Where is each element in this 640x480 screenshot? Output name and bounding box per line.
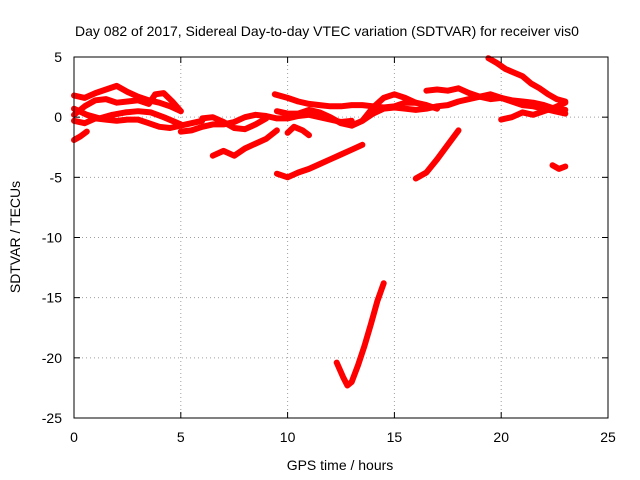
series-line-s2 bbox=[71, 90, 184, 118]
y-tick-label: -15 bbox=[42, 290, 62, 306]
x-tick-label: 10 bbox=[280, 429, 296, 445]
y-axis-title: SDTVAR / TECUs bbox=[7, 181, 23, 293]
x-tick-label: 0 bbox=[70, 429, 78, 445]
y-tick-label: -25 bbox=[42, 410, 62, 426]
series-group bbox=[71, 55, 569, 389]
y-tick-label: 5 bbox=[54, 49, 62, 65]
x-axis-title: GPS time / hours bbox=[287, 457, 394, 473]
series-line-s13 bbox=[348, 91, 569, 129]
chart-title: Day 082 of 2017, Sidereal Day-to-day VTE… bbox=[75, 23, 579, 39]
x-tick-label: 20 bbox=[493, 429, 509, 445]
y-tick-labels: -25 -20 -15 -10 -5 0 5 bbox=[42, 49, 62, 426]
series-line-s7 bbox=[199, 114, 270, 133]
x-tick-labels: 0 5 10 15 20 25 bbox=[70, 429, 616, 445]
y-tick-label: -5 bbox=[50, 169, 63, 185]
series-line-s16 bbox=[485, 55, 569, 105]
series-line-s12 bbox=[273, 141, 366, 181]
y-tick-label: -10 bbox=[42, 230, 62, 246]
series-line-s10 bbox=[273, 91, 419, 129]
series-line-s18 bbox=[549, 162, 569, 172]
series-line-s11 bbox=[284, 123, 312, 139]
y-tick-label: 0 bbox=[54, 109, 62, 125]
series-line-s17 bbox=[498, 99, 569, 123]
x-tick-label: 25 bbox=[600, 429, 616, 445]
series-line-s19 bbox=[333, 280, 387, 389]
series-line-s14 bbox=[423, 85, 569, 117]
y-tick-label: -20 bbox=[42, 350, 62, 366]
x-tick-label: 5 bbox=[177, 429, 185, 445]
axis-ticks bbox=[73, 56, 609, 419]
series-line-s1 bbox=[71, 82, 184, 115]
series-line-s5 bbox=[71, 128, 90, 143]
series-line-s4 bbox=[71, 115, 206, 131]
series-line-s8 bbox=[209, 127, 280, 159]
series-line-s15 bbox=[412, 127, 462, 182]
x-tick-label: 15 bbox=[387, 429, 403, 445]
